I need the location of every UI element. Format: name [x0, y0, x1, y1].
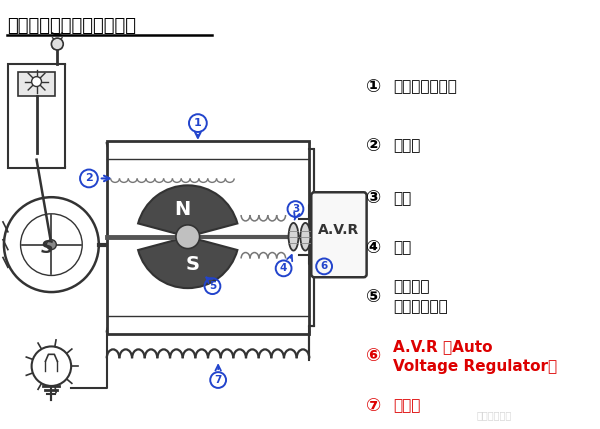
Ellipse shape: [301, 223, 310, 251]
Text: 1: 1: [194, 118, 202, 128]
Text: 定子（主线圈）: 定子（主线圈）: [394, 79, 457, 94]
Text: S: S: [41, 239, 54, 257]
FancyBboxPatch shape: [18, 72, 55, 97]
Circle shape: [52, 38, 63, 50]
Text: ①: ①: [365, 78, 381, 96]
Circle shape: [176, 225, 200, 248]
Text: A.V.R: A.V.R: [319, 223, 359, 237]
Text: 4: 4: [280, 263, 287, 273]
Text: 7: 7: [214, 375, 222, 385]
Text: ⑥: ⑥: [365, 347, 381, 366]
FancyBboxPatch shape: [107, 141, 310, 334]
Text: S: S: [185, 255, 200, 274]
Text: 柴油发电机组: 柴油发电机组: [476, 411, 512, 420]
Text: 滑环: 滑环: [394, 240, 412, 255]
Text: 电刷: 电刷: [394, 191, 412, 205]
Ellipse shape: [289, 223, 298, 251]
Text: 检测头: 检测头: [394, 398, 421, 413]
Text: 发电机结构（自励磁方式）: 发电机结构（自励磁方式）: [7, 17, 136, 35]
Text: A.V.R （Auto
Voltage Regulator）: A.V.R （Auto Voltage Regulator）: [394, 339, 557, 374]
Text: ②: ②: [365, 137, 381, 155]
Text: 2: 2: [85, 173, 93, 184]
Text: ⑤: ⑤: [365, 288, 381, 306]
FancyBboxPatch shape: [8, 64, 65, 168]
Wedge shape: [138, 237, 238, 288]
Text: N: N: [175, 199, 191, 218]
Circle shape: [46, 240, 56, 250]
Text: ⑦: ⑦: [365, 397, 381, 415]
Text: 3: 3: [292, 204, 299, 214]
Text: 磁场系统
（转子线圈）: 磁场系统 （转子线圈）: [394, 280, 448, 314]
Text: 副线圈: 副线圈: [394, 138, 421, 153]
Text: 6: 6: [320, 261, 328, 272]
Wedge shape: [138, 185, 238, 237]
Text: 5: 5: [209, 281, 216, 291]
Text: ④: ④: [365, 239, 381, 257]
FancyBboxPatch shape: [311, 192, 367, 277]
Text: ③: ③: [365, 189, 381, 207]
Circle shape: [32, 77, 41, 87]
